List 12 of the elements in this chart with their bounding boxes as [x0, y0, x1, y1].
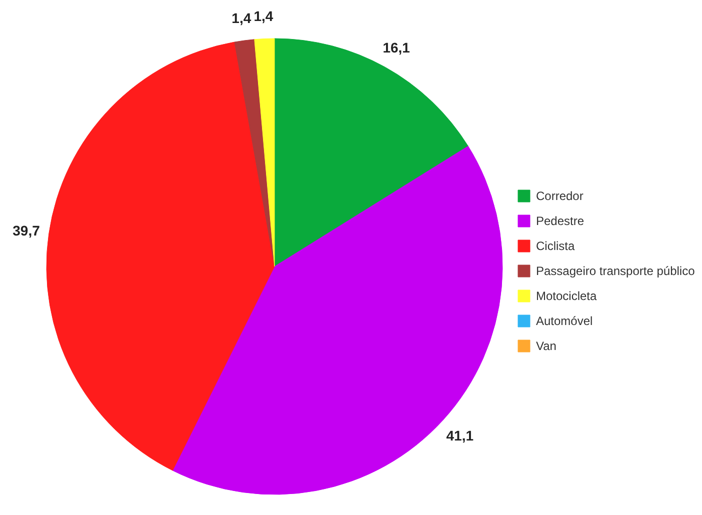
legend-label: Ciclista [536, 238, 575, 252]
legend-label: Van [536, 338, 556, 352]
legend-label: Passageiro transporte público [536, 264, 695, 278]
data-label: 39,7 [12, 222, 40, 239]
data-label: 41,1 [446, 427, 474, 444]
data-label: 1,4 [232, 10, 252, 26]
legend-label: Pedestre [536, 214, 584, 228]
legend-label: Corredor [536, 188, 584, 202]
data-label: 16,1 [382, 39, 410, 56]
data-label: 1,4 [254, 8, 274, 24]
legend-label: Automóvel [536, 314, 593, 328]
legend-label: Motocicleta [536, 288, 597, 302]
